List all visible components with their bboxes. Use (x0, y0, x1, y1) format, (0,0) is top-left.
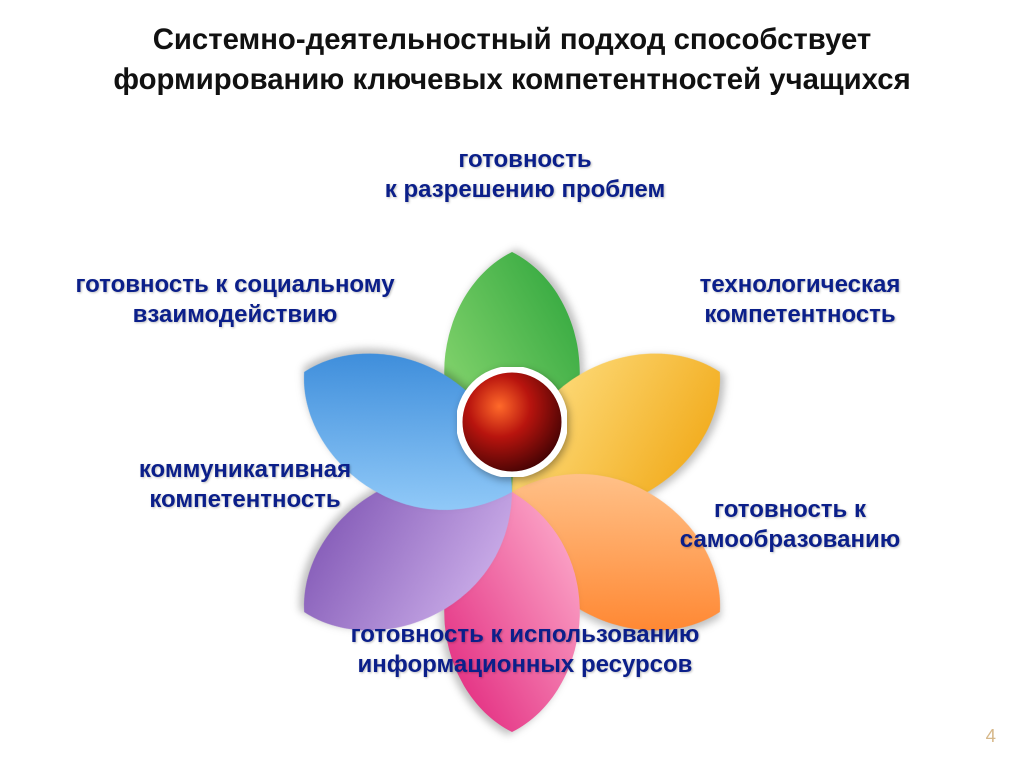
flower-diagram (232, 142, 792, 702)
label-bottom: готовность к использованиюинформационных… (310, 620, 740, 680)
slide-title: Системно-деятельностный подход способств… (62, 20, 962, 99)
label-top: готовностьк разрешению проблем (355, 145, 695, 205)
label-bottom-right: готовность ксамообразованию (640, 495, 940, 555)
center-circle (457, 367, 567, 477)
page-number: 4 (986, 725, 996, 747)
label-top-left: готовность к социальномувзаимодействию (55, 270, 415, 330)
label-bottom-left: коммуникативнаякомпетентность (95, 455, 395, 515)
label-top-right: технологическаякомпетентность (650, 270, 950, 330)
